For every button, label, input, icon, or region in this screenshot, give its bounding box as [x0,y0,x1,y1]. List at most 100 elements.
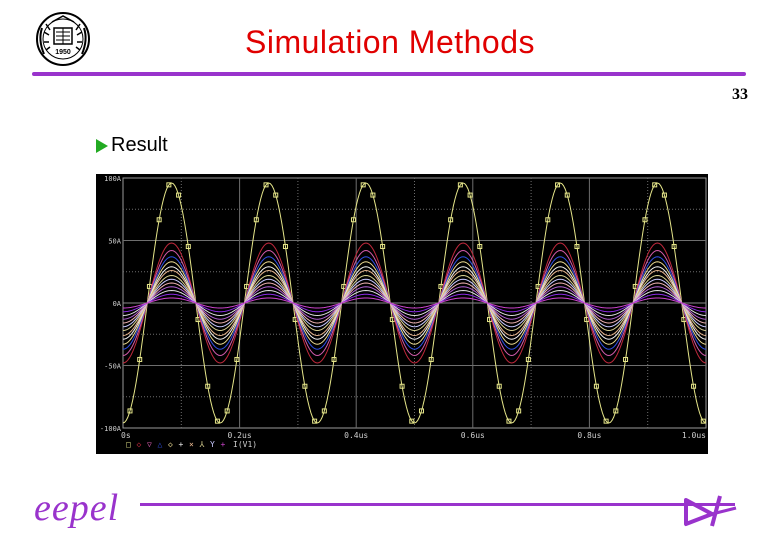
series-marker [127,408,133,414]
series-marker [652,182,658,188]
x-tick-label: 1.0us [682,431,706,440]
series-marker [564,192,570,198]
legend-marker: □ [126,440,131,449]
legend: □ ◇ ▽ △ ◇ + × ⅄ Y + I(V1) [126,440,257,449]
series-marker [282,244,288,250]
footer-divider [140,503,735,506]
y-tick-label: 100A [104,175,122,183]
series-marker [312,418,318,424]
y-tick-label: -100A [100,425,122,433]
y-tick-label: 50A [108,238,121,246]
series-marker [593,383,599,389]
series-marker [321,408,327,414]
series-marker [166,182,172,188]
series-marker [448,217,454,223]
series-marker [185,244,191,250]
series-marker [516,408,522,414]
series-marker [331,356,337,362]
x-tick-label: 0s [121,431,131,440]
diode-symbol-icon [684,495,737,527]
series-line [122,274,707,332]
y-tick-label: 0A [113,300,122,308]
slide-title: Simulation Methods [244,24,536,60]
series-line [122,297,707,309]
series-line [122,282,707,324]
series-marker [176,192,182,198]
series-line [122,261,707,345]
series-marker [467,192,473,198]
series-marker [496,383,502,389]
bullet-label: Result [111,134,168,156]
legend-marker: ◇ [168,440,173,449]
y-tick-label: -50A [104,363,122,371]
legend-marker: ◇ [137,440,142,449]
series-marker [234,356,240,362]
series-marker [623,356,629,362]
series-marker [156,217,162,223]
series-line [122,266,707,340]
series-marker [360,182,366,188]
series-marker [302,383,308,389]
grid-lines [122,177,707,429]
series-marker [399,383,405,389]
eepel-logo: eepel [34,487,120,529]
university-seal-logo: 1950 [36,12,90,66]
series-marker [263,182,269,188]
series-marker [545,217,551,223]
series-marker [214,418,220,424]
series-line [122,269,707,337]
series-marker [525,356,531,362]
series-marker [428,356,434,362]
legend-label: I(V1) [233,440,257,449]
series-marker [253,217,259,223]
x-tick-label: 0.8us [577,431,601,440]
series-line [122,182,707,424]
series-marker [613,408,619,414]
series-marker [380,244,386,250]
series-marker [574,244,580,250]
legend-marker: × [189,440,194,449]
series-lines [122,182,707,424]
series-line [122,289,707,317]
series-marker [671,244,677,250]
x-tick-label: 0.4us [344,431,368,440]
series-marker [409,418,415,424]
series-marker [137,356,143,362]
series-line [122,249,707,357]
series-marker [661,192,667,198]
legend-marker: + [221,440,226,449]
series-line [122,286,707,320]
legend-marker: ⅄ [199,440,205,449]
series-marker [224,408,230,414]
bullet-item: Result [96,134,168,157]
triangle-bullet-icon [96,138,108,153]
series-marker [205,383,211,389]
title-divider [32,72,746,76]
seal-year: 1950 [55,49,71,56]
series-marker [370,192,376,198]
series-line [122,242,707,364]
series-marker [350,217,356,223]
series-marker [477,244,483,250]
series-marker [603,418,609,424]
legend-marker: + [179,440,184,449]
legend-marker: △ [158,440,163,449]
series-marker [555,182,561,188]
legend-marker: Y [210,440,215,449]
series-marker [418,408,424,414]
series-marker [506,418,512,424]
x-tick-label: 0.6us [461,431,485,440]
series-marker [691,383,697,389]
series-line [122,278,707,328]
legend-marker: ▽ [147,440,152,449]
series-marker [642,217,648,223]
x-tick-label: 0.2us [228,431,252,440]
series-line [122,293,707,313]
series-line [122,256,707,350]
series-marker [273,192,279,198]
slide-number: 33 [732,86,748,103]
series-marker [700,418,706,424]
series-marker [457,182,463,188]
